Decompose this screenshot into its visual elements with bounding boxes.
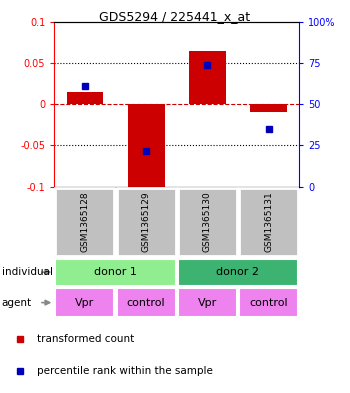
Text: donor 2: donor 2 xyxy=(217,267,259,277)
Text: Vpr: Vpr xyxy=(198,298,217,308)
Text: individual: individual xyxy=(2,267,53,277)
Bar xyxy=(55,259,176,286)
Bar xyxy=(178,259,298,286)
Bar xyxy=(178,188,237,256)
Text: control: control xyxy=(127,298,166,308)
Text: transformed count: transformed count xyxy=(37,334,134,344)
Bar xyxy=(66,92,103,104)
Bar xyxy=(239,288,298,317)
Bar xyxy=(117,288,175,317)
Text: donor 1: donor 1 xyxy=(94,267,137,277)
Text: agent: agent xyxy=(2,298,32,308)
Bar xyxy=(128,104,164,191)
Bar xyxy=(55,188,114,256)
Text: control: control xyxy=(249,298,288,308)
Bar xyxy=(178,288,237,317)
Bar xyxy=(189,50,226,104)
Text: GDS5294 / 225441_x_at: GDS5294 / 225441_x_at xyxy=(99,10,251,23)
Text: GSM1365128: GSM1365128 xyxy=(80,192,89,252)
Bar xyxy=(239,188,298,256)
Text: GSM1365130: GSM1365130 xyxy=(203,192,212,252)
Text: Vpr: Vpr xyxy=(75,298,94,308)
Bar xyxy=(117,188,175,256)
Text: percentile rank within the sample: percentile rank within the sample xyxy=(37,365,213,376)
Bar xyxy=(55,288,114,317)
Bar xyxy=(250,104,287,112)
Text: GSM1365129: GSM1365129 xyxy=(142,192,150,252)
Text: GSM1365131: GSM1365131 xyxy=(264,192,273,252)
